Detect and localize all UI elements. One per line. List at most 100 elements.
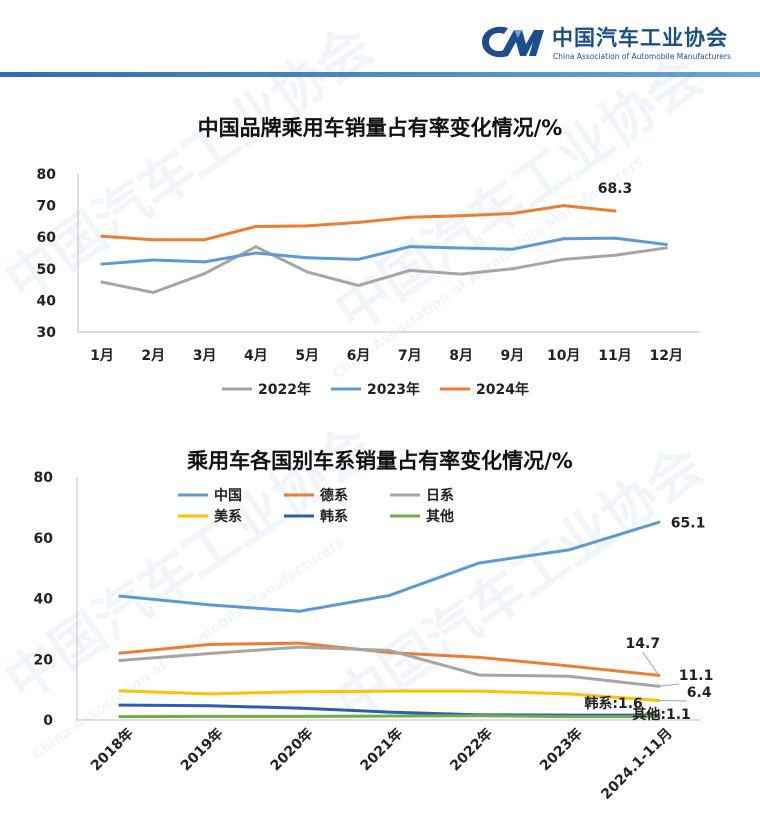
chart1-x-tick-label: 11月 [598,348,631,364]
chart1-x-tick-label: 6月 [347,348,371,364]
chart1-data-point [254,224,258,228]
chart1-data-point [408,268,412,272]
chart1-x-tick-label: 10月 [547,348,580,364]
chart2-data-point [657,715,661,719]
chart2-data-point [387,710,391,714]
chart2-data-point [208,642,212,646]
chart1-y-tick-label: 40 [37,293,57,309]
chart2-x-tick-label: 2021年 [357,725,406,774]
chart1-data-point [562,257,566,261]
chart2-x-tick-label: 2023年 [536,725,585,774]
chart1-x-tick-label: 5月 [295,348,319,364]
chart2-data-point [387,648,391,652]
chart2-legend-label: 日系 [426,487,454,504]
chart2-data-point [477,561,481,565]
chart1-data-point [510,267,514,271]
chart1-data-point [613,253,617,257]
chart1-data-point [562,204,566,208]
caam-logo-icon [482,26,544,58]
chart2-data-point [567,664,571,668]
chart1-data-point [305,224,309,228]
chart1-title: 中国品牌乘用车销量占有率变化情况/% [197,116,563,140]
chart2-title: 乘用车各国别车系销量占有率变化情况/% [187,449,573,473]
chart2-data-point [298,609,302,613]
chart1-series-line [100,236,668,266]
chart1-data-point [151,291,155,294]
chart1-data-point [408,245,412,249]
chart1-x-tick-label: 2月 [141,348,165,364]
chart1-data-point [254,245,258,249]
chart2-series-line [118,641,661,677]
chart1-y-tick-label: 80 [37,167,57,183]
logo-text-en: China Association of Automobile Manufact… [553,52,731,61]
chart2-data-point [298,641,302,645]
chart1-x-tick-label: 4月 [244,348,268,364]
chart1-data-point [613,209,617,213]
chart1-legend-label: 2024年 [476,381,529,398]
chart2-data-point [567,548,571,552]
chart2-data-point [387,593,391,597]
chart1-data-point [100,262,104,266]
chart1-data-point [100,280,104,284]
chart2-data-point [208,692,212,696]
chart2-data-point [298,690,302,694]
chart2-x-tick-label: 2020年 [267,725,316,774]
chart1-data-point [408,215,412,219]
chart2-leader-line [658,683,679,687]
chart2-data-point [567,715,571,719]
chart2-legend-label: 韩系 [320,508,348,525]
chart2-data-point [567,674,571,678]
chart2-data-label: 11.1 [679,668,714,684]
chart1-legend-label: 2022年 [258,381,311,398]
chart1-data-label: 68.3 [598,181,633,197]
header-divider [0,72,760,77]
chart1-y-tick-label: 50 [37,262,57,278]
chart2-data-label: 韩系:1.6 [584,695,642,712]
chart1-data-point [459,214,463,218]
chart2-data-point [118,651,122,655]
chart1-data-point [664,246,668,250]
chart1-data-point [510,247,514,251]
chart2-y-tick-label: 40 [34,592,54,608]
chart2-leader-line [642,651,660,676]
chart2-y-tick-label: 60 [34,531,54,547]
chart1-data-point [459,246,463,250]
chart1-y-tick-label: 60 [37,230,57,246]
chart2-data-point [298,706,302,710]
chart2-data-point [208,714,212,718]
chart2-data-point [477,714,481,718]
chart1-y-tick-label: 30 [37,325,57,341]
chart1-data-point [357,284,360,288]
chart2-data-point [208,704,212,708]
chart1-x-tick-label: 7月 [398,348,422,364]
chart2-data-point [118,594,122,598]
chart2-data-point [567,692,571,696]
chart2-data-point [657,520,661,524]
chart2-x-tick-label: 2024.1-11月 [598,726,675,803]
chart1-data-point [664,242,668,246]
chart2-data-point [477,689,481,693]
chart2-data-point [118,689,122,693]
chart2-x-tick-label: 2018年 [87,725,136,774]
chart2-data-point [118,715,122,719]
chart1-series-line [100,245,668,294]
chart1-data-point [562,237,566,241]
chart1-data-point [203,238,207,242]
chart1-legend-label: 2023年 [367,381,420,398]
chart1-data-point [203,260,207,264]
chart2-data-point [118,658,122,662]
chart2-data-point [208,603,212,607]
chart2-data-point [387,689,391,693]
chart2-data-point [477,673,481,677]
chart2-legend-label: 其他 [426,508,454,525]
chart2-series-line [118,520,661,613]
chart1-y-tick-label: 70 [37,199,57,215]
chart2-y-tick-label: 0 [43,713,53,729]
chart2-y-tick-label: 80 [34,470,54,486]
chart1-data-point [357,220,360,224]
chart2-data-point [387,714,391,718]
chart1-data-point [305,256,309,260]
chart1-data-point [203,272,207,276]
chart1-data-point [151,238,155,242]
